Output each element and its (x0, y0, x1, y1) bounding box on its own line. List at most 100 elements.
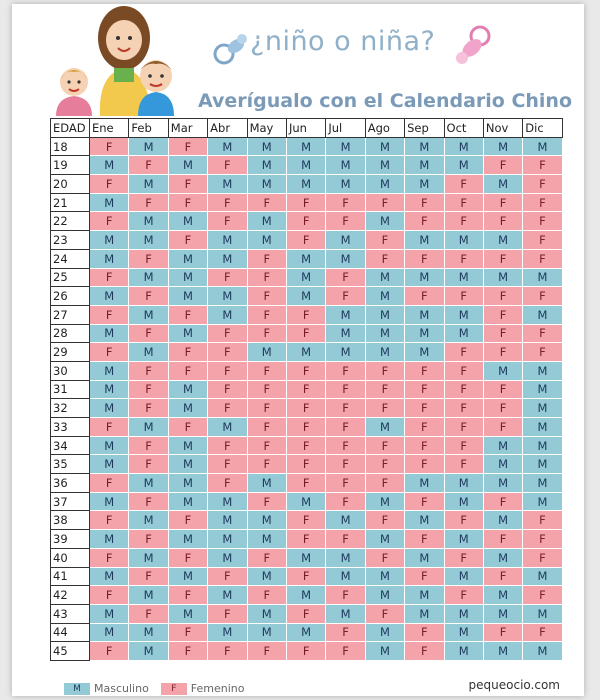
prediction-cell: M (167, 435, 209, 456)
page-subtitle: Averígualo con el Calendario Chino (198, 90, 573, 112)
prediction-cell: F (325, 641, 366, 661)
prediction-cell: F (522, 155, 563, 176)
prediction-cell: F (443, 379, 484, 400)
prediction-cell: M (443, 473, 484, 493)
prediction-cell: M (167, 286, 209, 306)
prediction-cell: M (88, 603, 130, 624)
prediction-cell: F (325, 379, 366, 400)
prediction-cell: F (88, 473, 130, 493)
prediction-cell: M (443, 304, 484, 325)
prediction-cell: F (285, 398, 327, 418)
prediction-cell: F (443, 547, 484, 568)
prediction-cell: M (325, 155, 366, 176)
prediction-cell: F (482, 491, 524, 512)
prediction-cell: M (482, 454, 524, 475)
prediction-cell: F (443, 342, 484, 362)
prediction-cell: M (246, 566, 287, 587)
prediction-cell: F (246, 267, 287, 288)
prediction-cell: F (482, 342, 524, 362)
prediction-cell: F (128, 323, 169, 344)
prediction-cell: M (88, 435, 130, 456)
table-row: 25 F M M F F M F M M M M M (50, 267, 563, 288)
prediction-cell: F (167, 192, 209, 213)
prediction-cell: M (88, 379, 130, 400)
prediction-cell: M (207, 491, 248, 512)
prediction-cell: F (285, 323, 327, 344)
prediction-cell: M (482, 435, 524, 456)
column-header-month: Ene (88, 118, 130, 138)
prediction-cell: M (128, 622, 169, 643)
age-cell: 33 (50, 417, 90, 437)
legend-swatch-female: F (160, 682, 187, 695)
prediction-cell: F (285, 603, 327, 624)
prediction-cell: F (522, 211, 563, 232)
prediction-cell: M (167, 566, 209, 587)
prediction-cell: F (364, 248, 406, 269)
prediction-cell: M (285, 342, 327, 362)
prediction-cell: F (364, 435, 406, 456)
prediction-cell: M (364, 211, 406, 232)
prediction-cell: M (88, 529, 130, 549)
prediction-cell: F (207, 323, 248, 344)
prediction-cell: M (246, 211, 287, 232)
prediction-cell: F (364, 360, 406, 381)
prediction-cell: F (325, 454, 366, 475)
legend: M Masculino F Femenino (64, 682, 245, 695)
prediction-cell: F (443, 211, 484, 232)
prediction-cell: M (167, 398, 209, 418)
prediction-cell: F (364, 454, 406, 475)
prediction-cell: M (207, 136, 248, 157)
prediction-cell: M (207, 304, 248, 325)
prediction-cell: F (88, 585, 130, 605)
table-row: 22 F M M F M F F M F F F F (50, 211, 563, 232)
prediction-cell: F (207, 603, 248, 624)
prediction-cell: F (364, 473, 406, 493)
prediction-cell: F (364, 603, 406, 624)
prediction-cell: M (246, 174, 287, 194)
table-header-row: EDAD Ene Feb Mar Abr May Jun Jul Ago Sep Oct Nov Dic (50, 118, 563, 138)
prediction-cell: F (482, 323, 524, 344)
column-header-month: Feb (128, 118, 169, 138)
prediction-cell: M (88, 323, 130, 344)
prediction-cell: M (364, 566, 406, 587)
prediction-cell: M (443, 622, 484, 643)
prediction-cell: M (482, 603, 524, 624)
table-row: 38 F M F M M F M F M F M F (50, 510, 563, 531)
table-row: 18 F M F M M M M M M M M M (50, 136, 563, 157)
column-header-month: Jul (325, 118, 366, 138)
column-header-month: May (246, 118, 287, 138)
prediction-cell: M (246, 136, 287, 157)
prediction-cell: F (522, 230, 563, 250)
prediction-cell: M (246, 603, 287, 624)
prediction-cell: F (404, 192, 445, 213)
prediction-cell: F (207, 641, 248, 661)
prediction-cell: M (285, 491, 327, 512)
prediction-cell: M (207, 286, 248, 306)
age-cell: 39 (50, 529, 90, 549)
column-header-month: Jun (285, 118, 327, 138)
prediction-cell: M (246, 529, 287, 549)
prediction-cell: F (128, 398, 169, 418)
prediction-cell: F (443, 192, 484, 213)
table-row: 44 M M F M M M F M F M F F (50, 622, 563, 643)
prediction-cell: M (167, 155, 209, 176)
prediction-cell: M (285, 585, 327, 605)
prediction-cell: F (246, 192, 287, 213)
table-row: 23 M M F M M F M F M M M F (50, 230, 563, 250)
prediction-cell: F (482, 417, 524, 437)
age-cell: 36 (50, 473, 90, 493)
prediction-cell: F (128, 454, 169, 475)
prediction-cell: F (128, 435, 169, 456)
prediction-cell: M (482, 230, 524, 250)
prediction-cell: M (88, 360, 130, 381)
prediction-cell: F (404, 360, 445, 381)
prediction-cell: F (482, 566, 524, 587)
prediction-cell: F (167, 174, 209, 194)
prediction-cell: F (404, 286, 445, 306)
prediction-cell: F (364, 230, 406, 250)
prediction-cell: F (404, 435, 445, 456)
prediction-cell: M (207, 585, 248, 605)
prediction-cell: F (285, 379, 327, 400)
prediction-cell: F (167, 342, 209, 362)
prediction-cell: M (522, 491, 563, 512)
